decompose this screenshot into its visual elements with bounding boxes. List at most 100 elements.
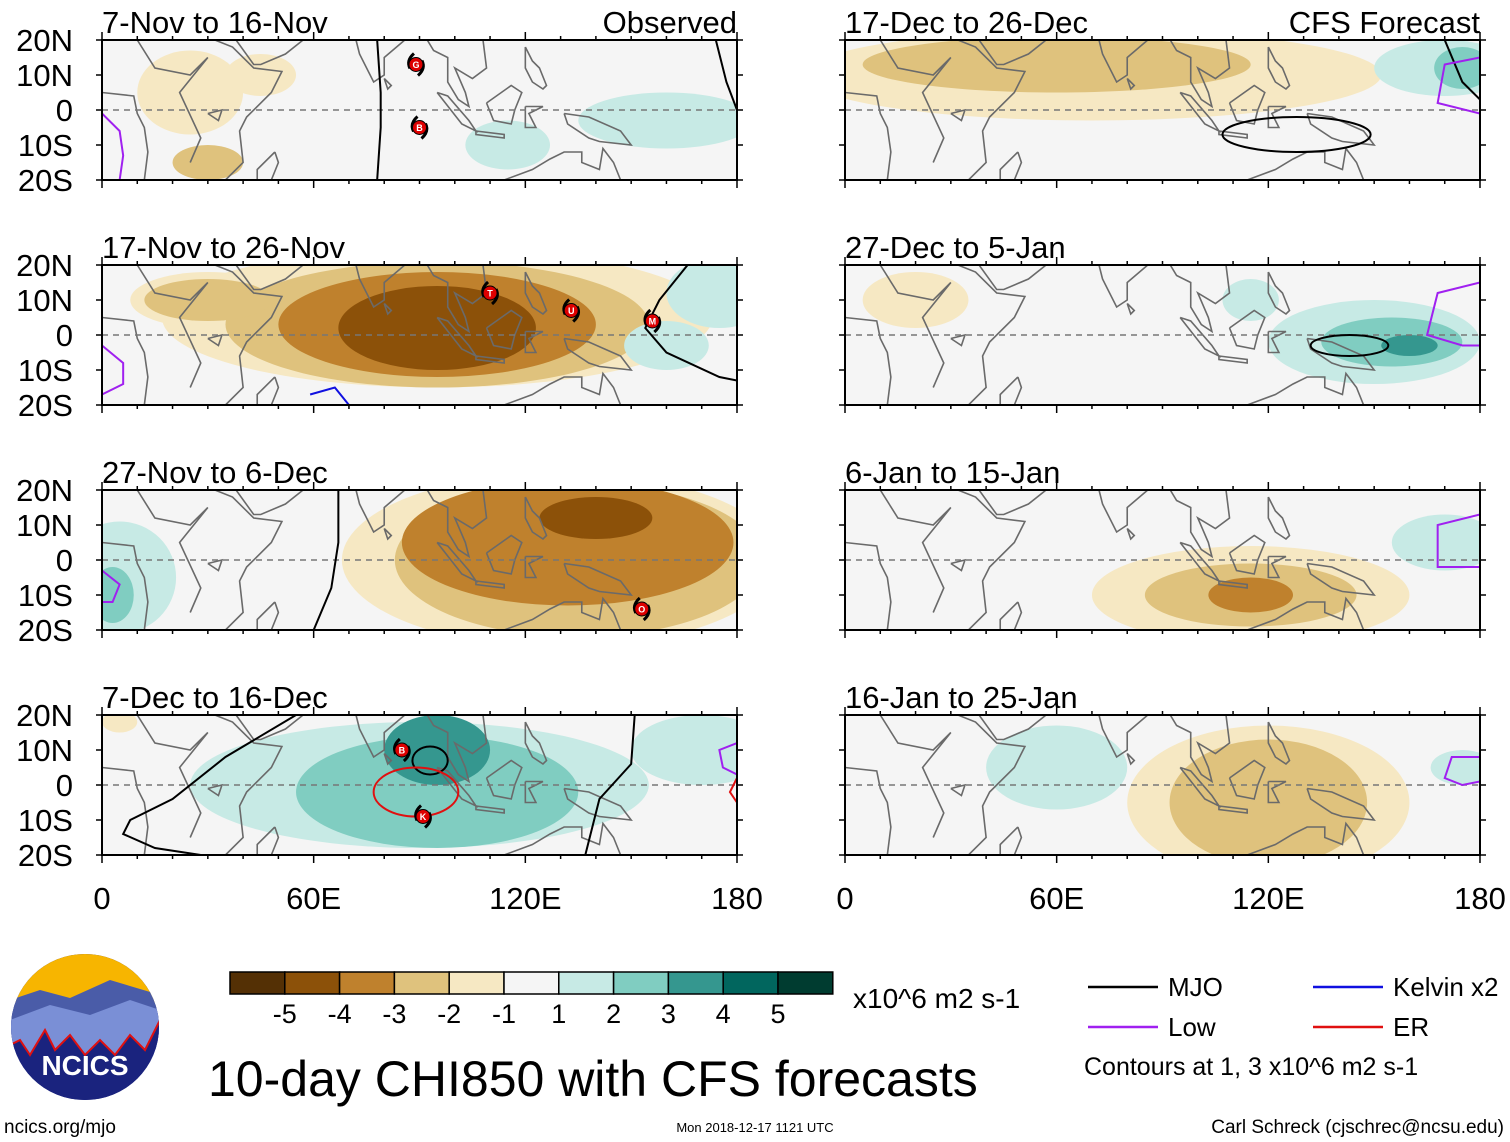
colorbar-label: -3 bbox=[382, 999, 406, 1029]
coastline bbox=[1267, 105, 1287, 129]
coastline bbox=[475, 805, 505, 814]
lat-tick-label: 20S bbox=[18, 163, 73, 198]
low-contour bbox=[1443, 756, 1480, 787]
coastline bbox=[563, 337, 633, 371]
map-content: BK bbox=[102, 715, 737, 855]
colorbar-swatch bbox=[503, 971, 560, 995]
map-panel: 27-Dec to 5-Jan bbox=[839, 230, 1486, 413]
mjo-contour bbox=[644, 265, 737, 382]
storm-letter: B bbox=[416, 123, 423, 133]
map-content: T U M bbox=[102, 265, 737, 405]
colorbar-label: 1 bbox=[551, 999, 566, 1029]
coastline bbox=[1218, 130, 1248, 139]
coastline bbox=[383, 527, 393, 541]
colorbar-swatch bbox=[777, 971, 834, 995]
coastline bbox=[1179, 541, 1222, 584]
cyclone-body bbox=[482, 285, 498, 301]
storm-letter: K bbox=[420, 812, 427, 822]
map-panel: 16-Jan to 25-Jan 0 60E 120E 180 bbox=[836, 680, 1505, 916]
coastline bbox=[475, 580, 505, 589]
lat-tick-label: 0 bbox=[56, 93, 73, 128]
coastline bbox=[1126, 527, 1136, 541]
cyclone-body bbox=[634, 601, 650, 617]
coastline bbox=[1246, 371, 1365, 405]
lon-tick-label: 120E bbox=[489, 881, 561, 916]
coastline bbox=[1246, 146, 1365, 180]
coastline bbox=[136, 265, 209, 388]
panel-title: 27-Dec to 5-Jan bbox=[845, 230, 1066, 265]
coastline bbox=[214, 490, 284, 630]
coastline bbox=[845, 316, 892, 405]
lat-tick-label: 10S bbox=[18, 578, 73, 613]
coastline bbox=[978, 490, 1047, 516]
coastline bbox=[1267, 555, 1287, 579]
coastline bbox=[207, 108, 224, 122]
anomaly-shading bbox=[225, 54, 297, 96]
coastline bbox=[436, 316, 479, 359]
coastline bbox=[256, 601, 280, 630]
low-contour bbox=[1436, 513, 1480, 568]
coastline bbox=[136, 715, 209, 838]
storm-letter: U bbox=[568, 306, 575, 316]
coastline bbox=[978, 40, 1047, 66]
lon-tick-label: 120E bbox=[1232, 881, 1304, 916]
coastline bbox=[503, 371, 622, 405]
lat-tick-label: 10N bbox=[16, 733, 73, 768]
colorbar-swatch bbox=[612, 971, 670, 995]
coastline bbox=[383, 302, 393, 316]
coastline bbox=[383, 752, 393, 766]
legend: MJO Kelvin x2 Low ER bbox=[1088, 972, 1499, 1042]
coastline bbox=[957, 490, 1027, 630]
coastline bbox=[957, 265, 1027, 405]
coastline bbox=[136, 490, 209, 613]
coastline bbox=[354, 40, 488, 109]
coastline bbox=[1306, 787, 1376, 821]
coastline bbox=[957, 40, 1027, 180]
lat-tick-label: 20S bbox=[18, 613, 73, 648]
coastline bbox=[524, 330, 544, 354]
coastline bbox=[1267, 496, 1291, 541]
coastline bbox=[879, 715, 952, 838]
low-contour bbox=[102, 344, 125, 396]
coastline bbox=[524, 105, 544, 129]
anomaly-shading bbox=[631, 715, 737, 785]
anomaly-shading bbox=[1391, 514, 1480, 571]
column-label: CFS Forecast bbox=[1289, 5, 1481, 40]
coastline bbox=[475, 355, 505, 364]
coastline bbox=[1267, 721, 1291, 766]
mjo-contour bbox=[312, 490, 340, 630]
lat-tick-label: 10N bbox=[16, 283, 73, 318]
colorbar-swatch bbox=[284, 971, 341, 995]
coastline bbox=[102, 316, 149, 405]
coastline bbox=[503, 821, 622, 855]
coastline bbox=[1246, 596, 1365, 630]
lon-tick-label: 60E bbox=[1029, 881, 1084, 916]
anomaly-shading bbox=[539, 497, 653, 539]
coastline bbox=[999, 151, 1023, 180]
logo-text: NCICS bbox=[41, 1050, 128, 1081]
coastline bbox=[1126, 302, 1136, 316]
footer-link[interactable]: ncics.org/mjo bbox=[4, 1117, 116, 1138]
colorbar-swatch bbox=[338, 971, 396, 995]
colorbar-label: -5 bbox=[273, 999, 297, 1029]
coastline bbox=[436, 91, 479, 134]
coastline bbox=[999, 601, 1023, 630]
colorbar-swatch bbox=[722, 971, 779, 995]
coastline bbox=[845, 541, 892, 630]
coastline bbox=[207, 558, 224, 572]
coastline bbox=[957, 715, 1027, 855]
colorbar-label: -2 bbox=[437, 999, 461, 1029]
low-contour bbox=[1425, 281, 1480, 347]
coastline bbox=[845, 91, 892, 180]
mjo-contour bbox=[1221, 116, 1372, 153]
coastline bbox=[235, 490, 304, 516]
lat-tick-label: 10S bbox=[18, 803, 73, 838]
panel-title: 27-Nov to 6-Dec bbox=[102, 455, 328, 490]
tropical-cyclone-icon: T bbox=[481, 280, 499, 306]
map-content: GB bbox=[102, 40, 737, 180]
anomaly-shading bbox=[578, 92, 737, 149]
coastline bbox=[256, 826, 280, 855]
colorbar-label: 4 bbox=[716, 999, 731, 1029]
cyclone-body bbox=[563, 303, 579, 318]
